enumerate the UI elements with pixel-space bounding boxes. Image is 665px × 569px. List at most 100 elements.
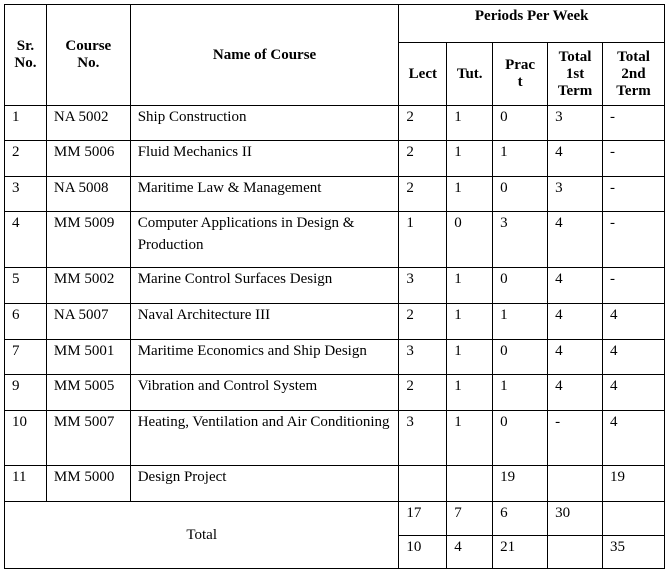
- row-course-name: Maritime Law & Management: [129, 176, 400, 212]
- row-lect: 3: [398, 267, 448, 304]
- row-lect: 2: [398, 374, 448, 411]
- row-sr: 10: [4, 410, 47, 466]
- total-label: Total: [3, 501, 400, 569]
- row-total-1st: 4: [547, 339, 604, 375]
- row-total-2nd: 4: [602, 339, 665, 375]
- row-total-2nd: -: [602, 267, 665, 304]
- table-row: 1 NA 5002 Ship Construction 2 1 0 3-: [4, 105, 665, 141]
- row-course-no: MM 5000: [45, 465, 131, 502]
- row-pract: 3: [492, 211, 549, 268]
- row-sr: 7: [4, 339, 47, 375]
- table-row: 2 MM 5006 Fluid Mechanics II 2 1 1 4-: [4, 140, 665, 177]
- header-tut: Tut.: [446, 42, 494, 106]
- row-tut: 1: [446, 267, 494, 304]
- row-sr: 11: [4, 465, 47, 502]
- row-lect: 2: [398, 176, 448, 212]
- row-course-no: MM 5005: [45, 374, 131, 411]
- row-pract: 1: [492, 303, 549, 340]
- row-lect: 2: [398, 303, 448, 340]
- row-total-2nd: 4: [602, 374, 665, 411]
- row-course-no: NA 5002: [45, 105, 131, 141]
- row-course-no: NA 5007: [45, 303, 131, 340]
- row-total-2nd: 4: [602, 410, 665, 466]
- row-total-1st: 4: [547, 211, 604, 268]
- row-course-no: MM 5002: [45, 267, 131, 304]
- row-total-2nd: -: [602, 176, 665, 212]
- row-pract: 0: [492, 105, 549, 141]
- row-tut: 0: [446, 211, 494, 268]
- row-tut: 1: [446, 339, 494, 375]
- row-lect: 2: [398, 105, 448, 141]
- row-lect: 2: [398, 140, 448, 177]
- table-row: 10 MM 5007 Heating, Ventilation and Air Co…: [4, 410, 665, 466]
- header-course-no: Course No.: [45, 4, 131, 106]
- row-sr: 3: [4, 176, 47, 212]
- row-sr: 6: [4, 303, 47, 340]
- total-row2-pract: 21: [492, 535, 549, 569]
- row-course-name: Marine Control Surfaces Design: [129, 267, 400, 304]
- row-lect: 1: [398, 211, 448, 268]
- row-total-1st: 4: [547, 303, 604, 340]
- row-total-1st: 4: [547, 140, 604, 177]
- row-lect: [398, 465, 448, 502]
- row-total-2nd: -: [602, 211, 665, 268]
- total-row1-t2: [602, 501, 665, 536]
- row-pract: 19: [492, 465, 549, 502]
- total-row2-tut: 4: [446, 535, 494, 569]
- total-row1-t1: 30: [547, 501, 604, 536]
- row-total-1st: [547, 465, 604, 502]
- row-sr: 1: [4, 105, 47, 141]
- row-course-no: NA 5008: [45, 176, 131, 212]
- row-sr: 9: [4, 374, 47, 411]
- row-tut: 1: [446, 105, 494, 141]
- table-row: 5 MM 5002 Marine Control Surfaces Design 3 1…: [4, 267, 665, 304]
- total-row2-t1: [547, 535, 604, 569]
- table-row: 11 MM 5000 Design Project 19 19: [4, 465, 665, 502]
- total-row1-tut: 7: [446, 501, 494, 536]
- row-total-1st: 4: [547, 267, 604, 304]
- row-pract: 1: [492, 140, 549, 177]
- row-total-1st: -: [547, 410, 604, 466]
- row-tut: [446, 465, 494, 502]
- row-course-name: Vibration and Control System: [129, 374, 400, 411]
- header-lect: Lect: [398, 42, 448, 106]
- header-total-1st-term: Total 1st Term: [547, 42, 604, 106]
- row-total-2nd: -: [602, 105, 665, 141]
- header-sr: Sr. No.: [4, 4, 47, 106]
- row-sr: 4: [4, 211, 47, 268]
- total-row1-lect: 17: [398, 501, 448, 536]
- row-sr: 2: [4, 140, 47, 177]
- row-total-2nd: 4: [602, 303, 665, 340]
- header-periods-per-week: Periods Per Week: [398, 4, 665, 43]
- row-course-no: MM 5009: [45, 211, 131, 268]
- row-pract: 0: [492, 339, 549, 375]
- row-course-name: Design Project: [129, 465, 400, 502]
- total-row2-t2: 35: [602, 535, 665, 569]
- row-lect: 3: [398, 410, 448, 466]
- total-row2-lect: 10: [398, 535, 448, 569]
- row-course-no: MM 5001: [45, 339, 131, 375]
- row-course-no: MM 5006: [45, 140, 131, 177]
- total-row1-pract: 6: [492, 501, 549, 536]
- table-row: 9 MM 5005 Vibration and Control System 2 1 1 4…: [4, 374, 665, 411]
- row-course-name: Maritime Economics and Ship Design: [129, 339, 400, 375]
- row-total-2nd: -: [602, 140, 665, 177]
- row-total-2nd: 19: [602, 465, 665, 502]
- table-row: 7 MM 5001 Maritime Economics and Ship Desi…: [4, 339, 665, 375]
- row-course-name: Heating, Ventilation and Air Conditionin…: [129, 410, 400, 466]
- table-row: 6 NA 5007 Naval Architecture III 2 1 1 4 4: [4, 303, 665, 340]
- header-pract: Prac t: [492, 42, 549, 106]
- header-total-2nd-term: Total 2nd Term: [602, 42, 665, 106]
- row-total-1st: 4: [547, 374, 604, 411]
- row-course-name: Fluid Mechanics II: [129, 140, 400, 177]
- header-course-name: Name of Course: [129, 4, 400, 106]
- table-row: 4 MM 5009 Computer Applications in Design …: [4, 211, 665, 268]
- row-tut: 1: [446, 140, 494, 177]
- row-course-name: Computer Applications in Design & Produc…: [129, 211, 400, 268]
- row-total-1st: 3: [547, 176, 604, 212]
- row-total-1st: 3: [547, 105, 604, 141]
- row-tut: 1: [446, 303, 494, 340]
- table-row: 3 NA 5008 Maritime Law & Management 2 1 0 3-: [4, 176, 665, 212]
- row-lect: 3: [398, 339, 448, 375]
